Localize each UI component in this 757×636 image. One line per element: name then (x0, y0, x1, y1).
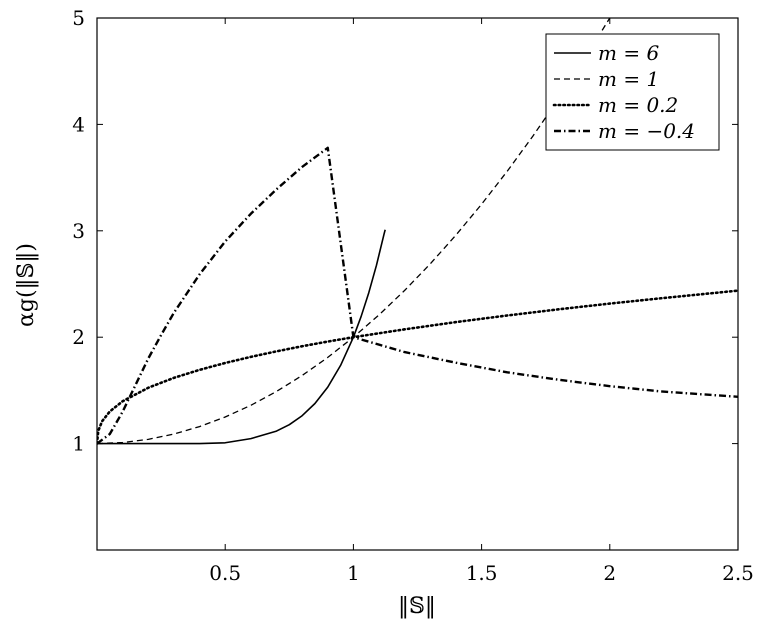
legend-label: m = 6 (598, 41, 659, 65)
x-tick-label: 2.5 (722, 561, 754, 585)
plot-area-frame (96, 17, 739, 551)
y-axis-title: αg(‖𝕊‖) (14, 243, 39, 327)
y-tick-label: 5 (72, 6, 85, 30)
series-line-dotted (97, 289, 738, 445)
legend-label: m = −0.4 (598, 119, 695, 143)
y-tick-label: 4 (72, 112, 85, 136)
y-axis: 1 2 3 4 5 (72, 6, 738, 456)
x-tick-label: 2 (603, 561, 616, 585)
y-tick-label: 2 (72, 325, 85, 349)
y-tick-label: 3 (72, 219, 85, 243)
legend-label: m = 0.2 (598, 93, 678, 117)
x-tick-label: 1.5 (466, 561, 498, 585)
x-axis: 0.5 1 1.5 2 2.5 (209, 18, 754, 585)
series-layer (97, 18, 738, 445)
legend: m = 6m = 1m = 0.2m = −0.4 (545, 33, 720, 151)
series-line-solid (97, 229, 386, 445)
series-line-dashed (97, 18, 611, 445)
series-line-dashdot (97, 146, 738, 445)
x-tick-label: 0.5 (209, 561, 241, 585)
x-tick-label: 1 (347, 561, 360, 585)
x-axis-title: ‖𝕊‖ (398, 594, 436, 619)
y-tick-label: 1 (72, 432, 85, 456)
legend-label: m = 1 (598, 67, 659, 91)
